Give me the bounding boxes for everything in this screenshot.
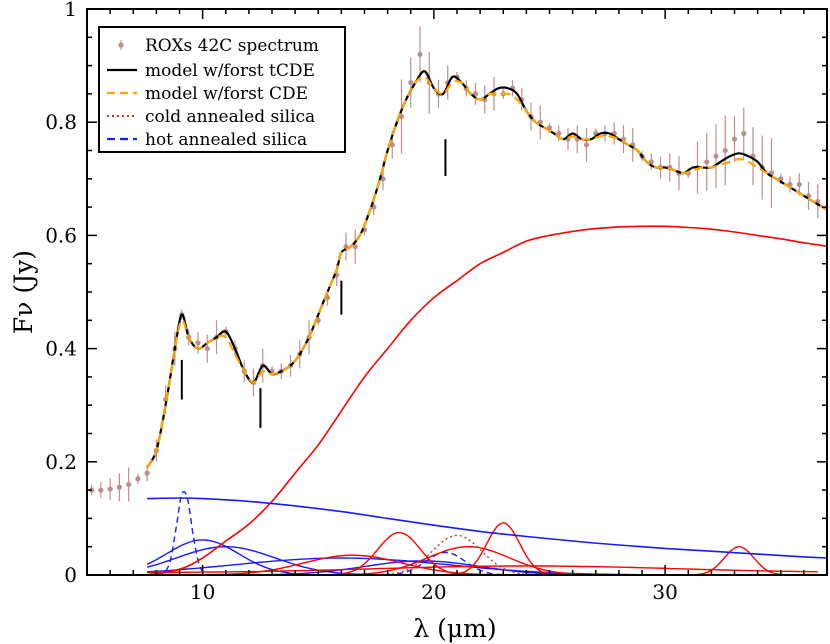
spectrum-point [583,127,590,162]
legend: ROXs 42C spectrum model w/forst tCDE mod… [98,26,346,153]
legend-label-cde: model w/forst CDE [145,84,308,104]
spectrum-point [107,477,113,500]
spectrum-point [116,473,122,502]
legend-marker-spectrum [118,40,124,50]
legend-item-hot-silica: hot annealed silica [107,130,307,150]
legend-label-spectrum: ROXs 42C spectrum [145,36,319,56]
spectrum-point [98,482,104,499]
spectrum-point [352,229,358,264]
spectrum-point [741,107,747,160]
y-tick-label: 0.6 [45,223,77,247]
spectrum-point [648,153,654,170]
series-line-4 [147,497,828,559]
feature-markers [180,139,447,428]
spectrum-point [135,473,141,484]
legend-label-hot-silica: hot annealed silica [145,130,307,150]
spectrum-point [408,57,414,108]
series-line-2 [146,75,828,469]
legend-label-cold-silica: cold annealed silica [145,107,315,127]
legend-item-cold-silica: cold annealed silica [107,107,315,127]
legend-label-tcde: model w/forst tCDE [145,61,315,81]
y-tick-label: 0 [64,563,77,587]
y-tick-label: 0.4 [45,337,77,361]
spectrum-point [126,467,132,502]
y-tick-label: 0.8 [45,110,77,134]
y-tick-label: 1 [64,0,77,21]
legend-item-cde: model w/forst CDE [107,84,308,104]
spectrum-point [144,465,150,482]
legend-item-spectrum: ROXs 42C spectrum [118,36,319,56]
series-line-1 [146,70,828,469]
y-tick-label: 0.2 [45,450,77,474]
spectrum-point [195,331,201,354]
spectrum-point [472,82,479,105]
spectrum-point [713,124,719,189]
legend-box [98,26,346,153]
legend-item-tcde: model w/forst tCDE [107,61,315,81]
x-tick-label: 10 [190,580,215,604]
spectrum-point [722,115,728,186]
x-tick-label: 20 [421,580,446,604]
y-axis-title: Fν (Jy) [9,250,38,334]
series-layer [89,26,828,576]
x-axis-title: λ (μm) [413,614,496,643]
x-axis-ticks: 10 20 30 [109,9,805,604]
y-axis-ticks: 0 0.2 0.4 0.6 0.8 1 [45,0,827,587]
red-baseline-component [147,565,818,574]
spectrum-point [704,132,710,191]
spectrum-point [204,334,210,363]
x-tick-label: 30 [652,580,677,604]
